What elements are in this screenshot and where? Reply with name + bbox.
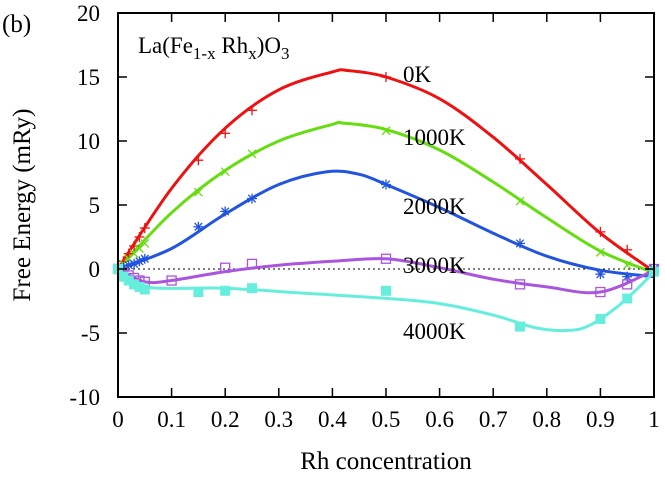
data-point-0k xyxy=(134,232,145,242)
data-point-4000k xyxy=(193,287,204,298)
y-tick-label: 0 xyxy=(89,257,101,282)
series-label-2000k: 2000K xyxy=(403,194,466,219)
formula-label: La(Fe1-x Rhx)O3 xyxy=(138,33,289,63)
data-point-0k xyxy=(595,226,606,237)
x-tick-label: 0.4 xyxy=(318,407,347,432)
series-label-1000k: 1000K xyxy=(403,125,466,150)
data-point-1000k xyxy=(595,247,605,257)
data-point-2000k xyxy=(220,206,231,217)
data-point-3000k xyxy=(380,253,392,264)
data-point-3000k xyxy=(622,279,633,290)
data-point-2000k xyxy=(515,238,525,249)
fit-curve-1000k xyxy=(118,120,654,275)
x-tick-label: 0.5 xyxy=(372,407,401,432)
data-point-1000k xyxy=(220,167,230,177)
plot-frame xyxy=(117,12,655,398)
data-point-2000k xyxy=(193,221,204,232)
x-axis-title: Rh concentration xyxy=(300,448,472,475)
panel-label: (b) xyxy=(2,11,31,38)
x-tick-label: 0.9 xyxy=(586,407,615,432)
fit-curve-0k xyxy=(118,68,654,273)
data-point-4000k xyxy=(595,313,606,324)
data-point-4000k xyxy=(515,321,525,332)
fit-curve-3000k xyxy=(118,257,654,295)
data-point-1000k xyxy=(247,149,257,159)
data-point-4000k xyxy=(220,285,231,296)
y-tick-label: -10 xyxy=(69,385,100,410)
fit-curve-2000k xyxy=(118,169,654,279)
data-point-3000k xyxy=(514,279,526,290)
data-point-2000k xyxy=(247,193,257,204)
series-label-3000k: 3000K xyxy=(403,253,466,278)
y-tick-label: 5 xyxy=(89,193,101,218)
axis-ticks: 0 0.1 0.2 0.3 0.4 0.5 0.6 0.7 0.8 0.9 1 -10 -5 0 5 10 15… xyxy=(69,1,659,432)
data-point-2000k xyxy=(139,253,150,264)
series-label-4000k: 4000K xyxy=(403,319,466,344)
data-point-3000k xyxy=(166,275,177,286)
data-point-1000k xyxy=(515,196,525,206)
data-point-1000k xyxy=(140,238,150,248)
y-axis-title: Free Energy (mRy) xyxy=(9,109,36,302)
data-point-4000k xyxy=(381,285,391,296)
x-tick-label: 0.1 xyxy=(157,407,186,432)
data-point-2000k xyxy=(622,271,633,282)
fit-curve-4000k xyxy=(118,267,654,333)
data-point-3000k xyxy=(246,258,258,270)
data-point-0k xyxy=(247,105,257,116)
x-tick-label: 0.2 xyxy=(211,407,240,432)
data-point-0k xyxy=(139,223,150,234)
x-tick-label: 0 xyxy=(112,407,124,432)
y-tick-label: 15 xyxy=(77,65,100,90)
series-label-0k: 0K xyxy=(403,62,432,87)
data-point-4000k xyxy=(139,284,150,295)
data-point-1000k xyxy=(622,260,632,270)
data-point-0k xyxy=(123,248,134,259)
data-point-0k xyxy=(515,153,525,164)
y-tick-label: -5 xyxy=(81,321,100,346)
data-point-3000k xyxy=(595,286,606,298)
x-tick-label: 0.7 xyxy=(479,407,508,432)
data-point-4000k xyxy=(622,293,633,304)
y-tick-label: 20 xyxy=(77,1,100,26)
x-tick-label: 0.3 xyxy=(264,407,293,432)
x-tick-label: 0.6 xyxy=(425,407,454,432)
data-point-0k xyxy=(622,244,633,255)
x-tick-label: 0.8 xyxy=(532,407,561,432)
data-point-2000k xyxy=(381,179,391,190)
data-point-0k xyxy=(381,72,391,82)
data-point-0k xyxy=(220,128,231,139)
data-point-1000k xyxy=(381,126,391,136)
x-tick-label: 1 xyxy=(648,407,660,432)
data-point-1000k xyxy=(193,187,203,197)
y-tick-label: 10 xyxy=(77,129,100,154)
data-point-2000k xyxy=(595,269,606,280)
data-point-3000k xyxy=(220,262,231,273)
data-point-0k xyxy=(193,155,204,166)
data-point-4000k xyxy=(247,283,257,294)
